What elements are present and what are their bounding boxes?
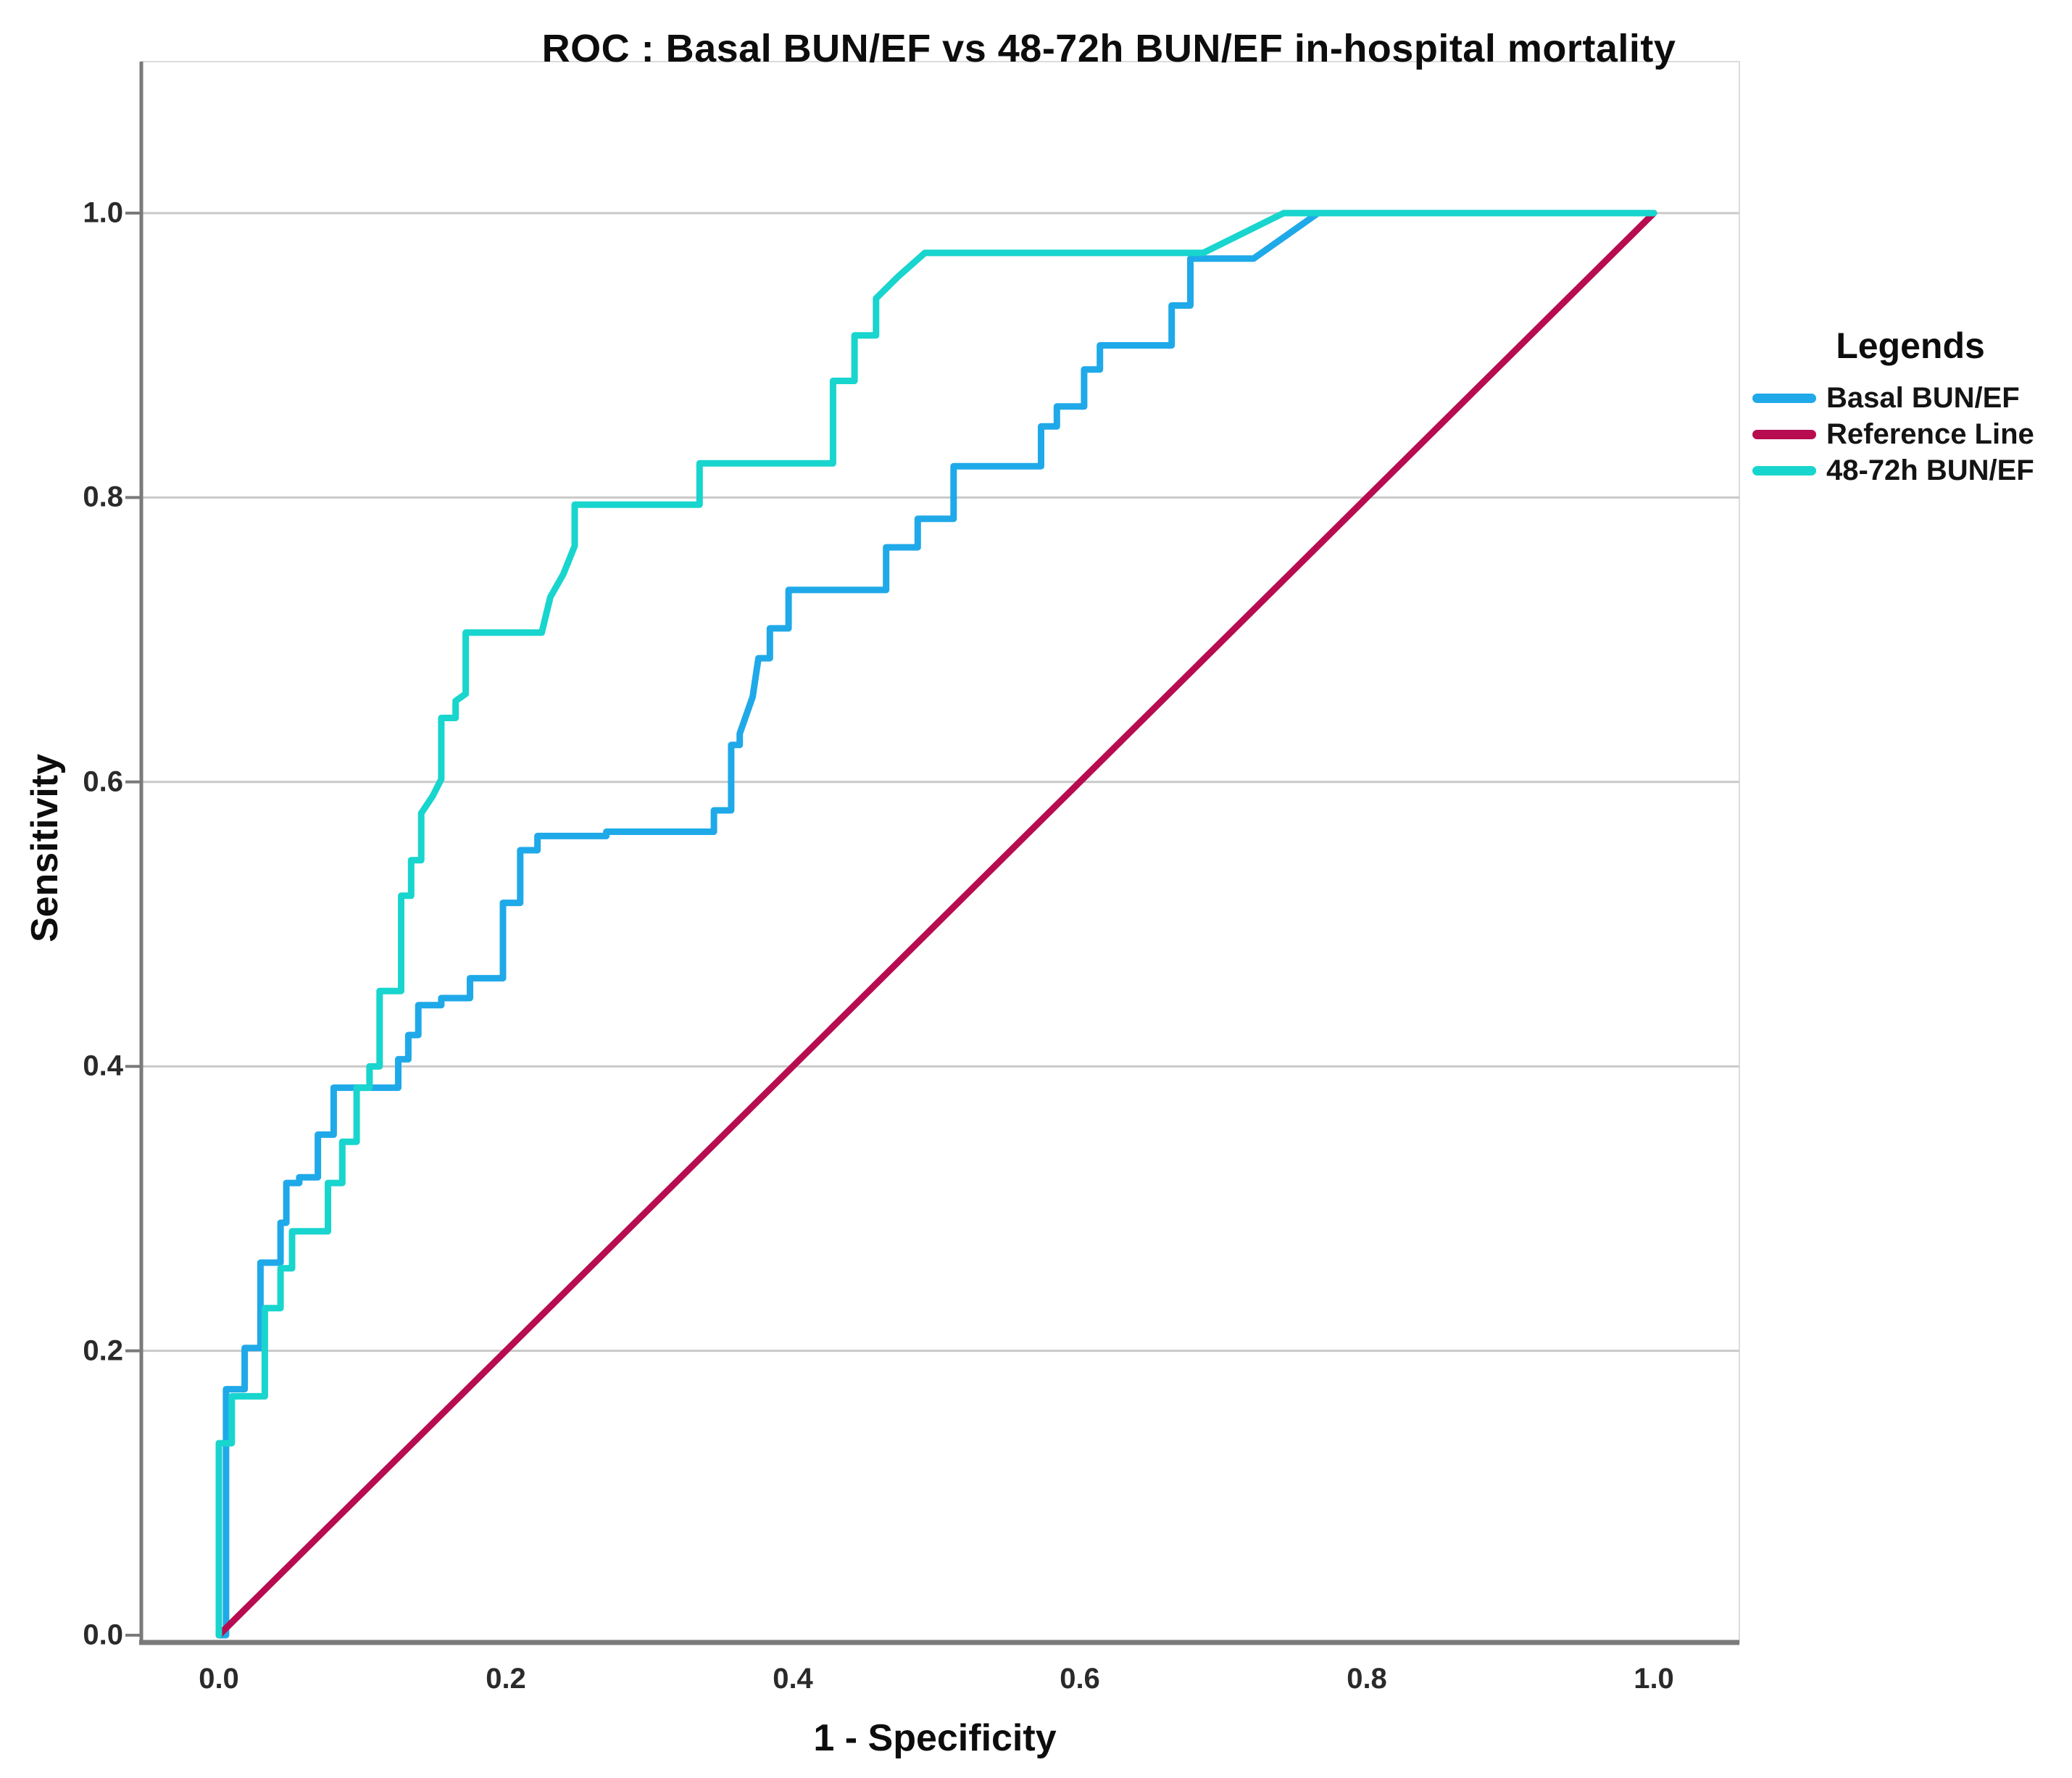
chart-title: ROC : Basal BUN/EF vs 48-72h BUN/EF in-h… [541, 27, 1676, 70]
legend-swatch-icon [1752, 465, 1816, 475]
plot-frame [141, 61, 1740, 1643]
legend-swatch-icon [1752, 429, 1816, 439]
y-tick-label: 0.8 [83, 481, 123, 513]
x-tick-label: 1.0 [1634, 1663, 1674, 1695]
x-axis-title: 1 - Specificity [813, 1717, 1057, 1759]
x-tick-label: 0.8 [1347, 1663, 1387, 1695]
x-tick-label: 0.2 [486, 1663, 526, 1695]
y-tick-label: 0.0 [83, 1619, 123, 1651]
legend-title: Legends [1836, 325, 1985, 366]
legend-swatch-icon [1752, 393, 1816, 403]
roc-curve-48-72h-bun-ef [215, 209, 1657, 1639]
x-tick-label: 0.4 [773, 1663, 813, 1695]
y-tick-label: 0.6 [83, 765, 123, 798]
reference-line [215, 209, 1657, 1639]
legend-item: Basal BUN/EF [1752, 380, 2068, 416]
legend-item: 48-72h BUN/EF [1752, 452, 2068, 489]
x-tick-label: 0.6 [1060, 1663, 1100, 1695]
legend-label: Reference Line [1826, 418, 2034, 450]
legend-item: Reference Line [1752, 416, 2068, 452]
legend-label: 48-72h BUN/EF [1826, 454, 2034, 486]
y-tick-label: 0.4 [83, 1050, 123, 1082]
legend: Legends Basal BUN/EF Reference Line 48-72h… [1752, 325, 2068, 489]
roc-curve-basal-bun-ef [215, 209, 1657, 1639]
x-tick-label: 0.0 [199, 1663, 239, 1695]
y-tick-label: 0.2 [83, 1334, 123, 1367]
legend-rows: Basal BUN/EF Reference Line 48-72h BUN/EF [1752, 380, 2068, 489]
y-tick-label: 1.0 [83, 196, 123, 229]
legend-label: Basal BUN/EF [1826, 381, 2020, 414]
